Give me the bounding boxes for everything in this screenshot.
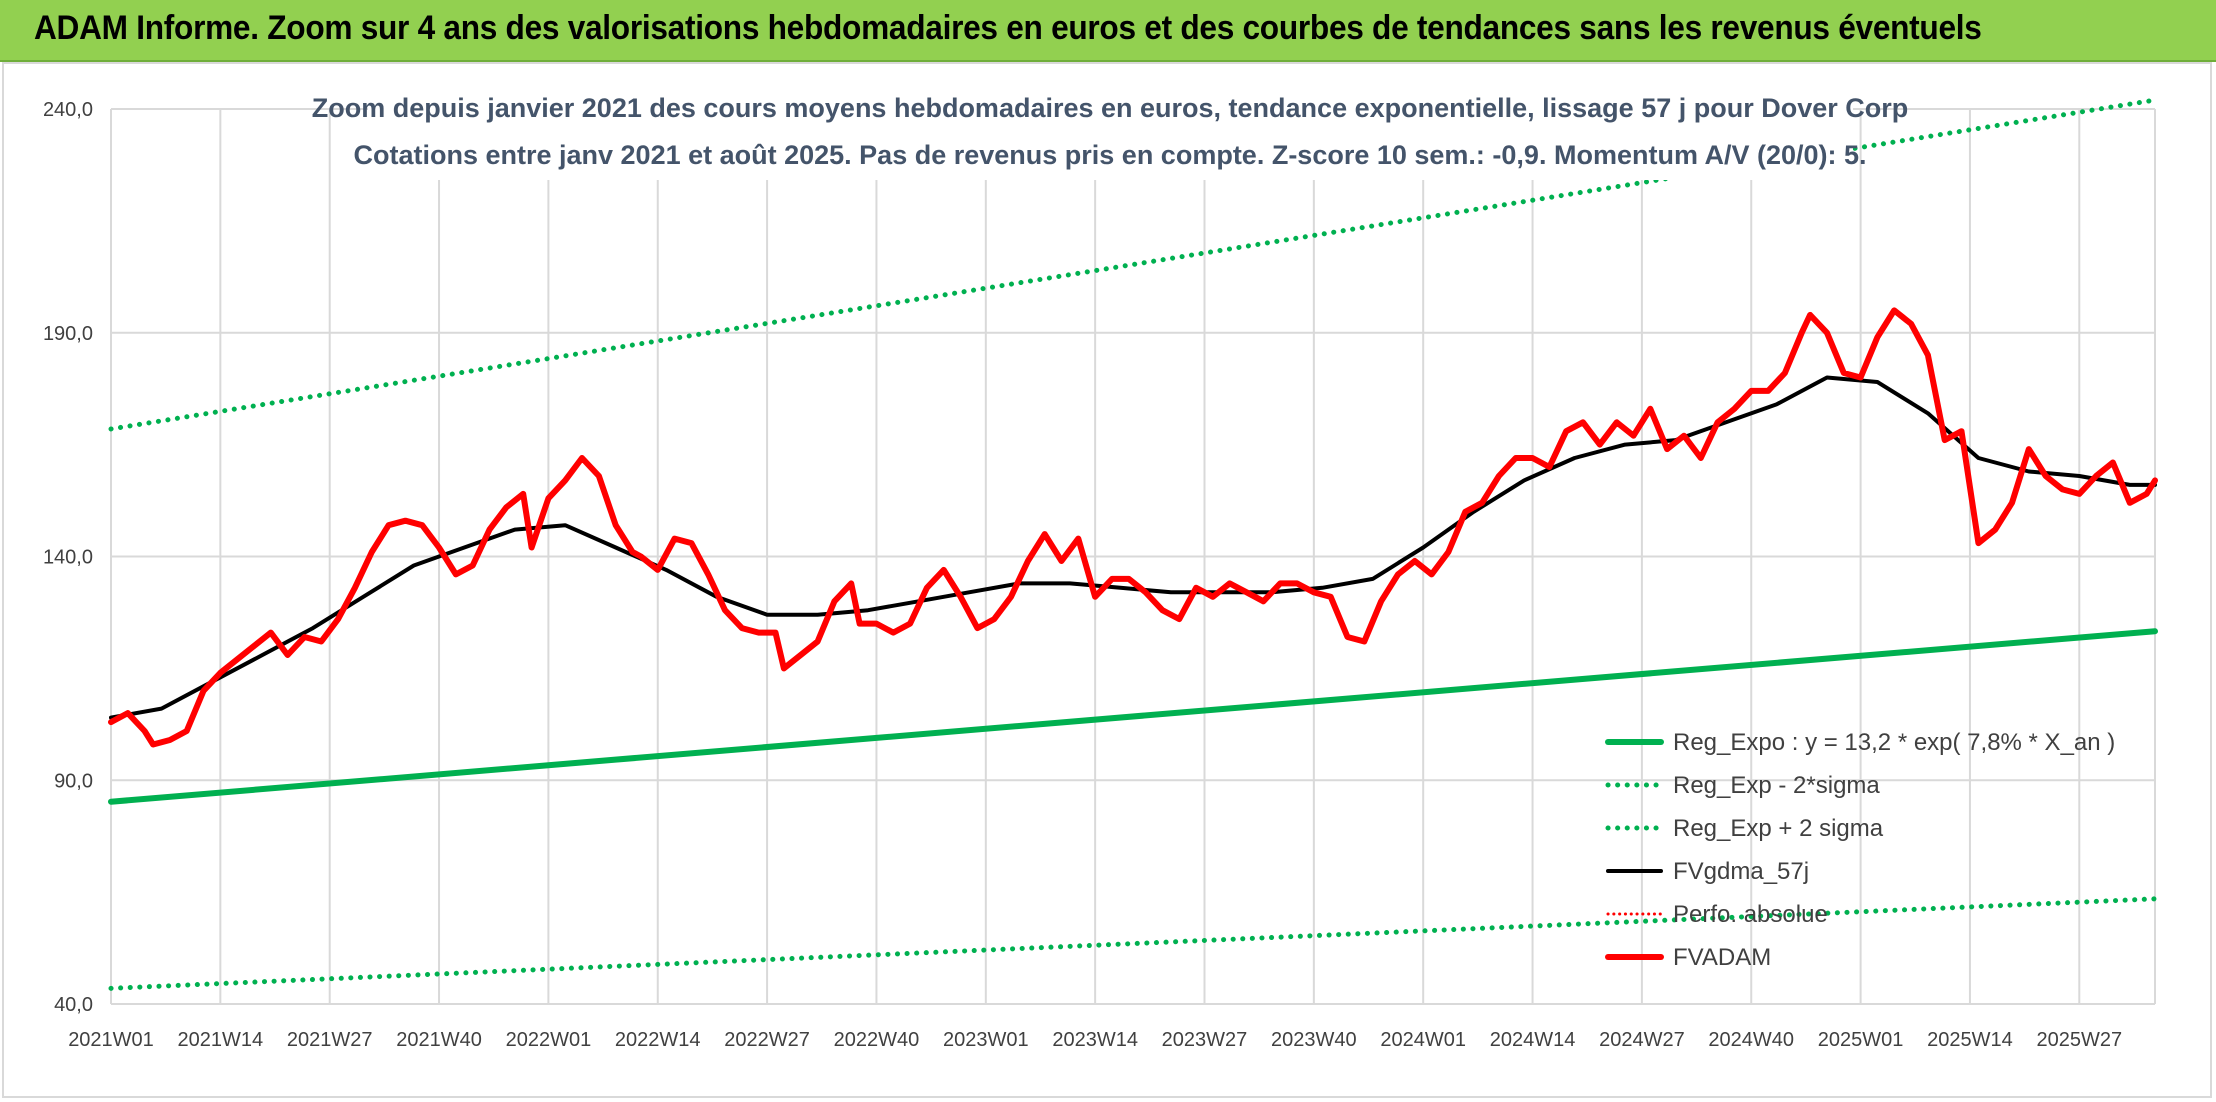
x-tick-label: 2024W01 bbox=[1380, 1029, 1466, 1051]
x-tick-label: 2021W40 bbox=[396, 1029, 482, 1051]
x-tick-label: 2025W01 bbox=[1818, 1029, 1904, 1051]
subtitle-background bbox=[368, 82, 1853, 180]
legend-label: FVgdma_57j bbox=[1673, 858, 1809, 885]
x-tick-label: 2022W27 bbox=[724, 1029, 810, 1051]
legend-label: Reg_Exp - 2*sigma bbox=[1673, 772, 1880, 799]
x-tick-label: 2021W14 bbox=[178, 1029, 264, 1051]
series-line-5 bbox=[108, 307, 2158, 748]
x-tick-label: 2021W01 bbox=[68, 1029, 154, 1051]
title-banner: ADAM Informe. Zoom sur 4 ans des valoris… bbox=[0, 0, 2216, 62]
chart-subtitle-line-2: Cotations entre janv 2021 et août 2025. … bbox=[353, 140, 1866, 170]
x-tick-label: 2023W40 bbox=[1271, 1029, 1357, 1051]
series-layer bbox=[108, 97, 2158, 991]
x-tick-label: 2023W14 bbox=[1052, 1029, 1138, 1051]
y-axis: 40,0 90,0 140,0 190,0 240,0 bbox=[43, 99, 93, 1016]
y-tick-label: 240,0 bbox=[43, 99, 93, 121]
legend-label: Reg_Exp + 2 sigma bbox=[1673, 815, 1884, 842]
chart-frame bbox=[2, 62, 2212, 1098]
y-tick-label: 90,0 bbox=[54, 770, 93, 792]
x-tick-label: 2023W01 bbox=[943, 1029, 1029, 1051]
y-tick-label: 140,0 bbox=[43, 547, 93, 569]
x-tick-label: 2022W40 bbox=[834, 1029, 920, 1051]
legend-label: FVADAM bbox=[1673, 944, 1771, 971]
legend-label: Reg_Expo : y = 13,2 * exp( 7,8% * X_an ) bbox=[1673, 729, 2115, 756]
x-tick-label: 2025W27 bbox=[2036, 1029, 2122, 1051]
x-tick-label: 2024W27 bbox=[1599, 1029, 1685, 1051]
x-tick-label: 2024W14 bbox=[1490, 1029, 1576, 1051]
chart-subtitle-line-1: Zoom depuis janvier 2021 des cours moyen… bbox=[312, 93, 1909, 123]
series-line-2 bbox=[108, 97, 2158, 432]
series-line-0 bbox=[108, 628, 2158, 805]
page-title: ADAM Informe. Zoom sur 4 ans des valoris… bbox=[34, 9, 1982, 47]
x-tick-label: 2025W14 bbox=[1927, 1029, 2013, 1051]
series-line-1 bbox=[108, 896, 2158, 991]
x-tick-label: 2023W27 bbox=[1162, 1029, 1248, 1051]
legend: Reg_Expo : y = 13,2 * exp( 7,8% * X_an )… bbox=[1605, 729, 2115, 971]
y-tick-label: 190,0 bbox=[43, 323, 93, 345]
x-tick-label: 2022W14 bbox=[615, 1029, 701, 1051]
y-tick-label: 40,0 bbox=[54, 994, 93, 1016]
x-axis: 2021W01 2021W14 2021W27 2021W40 2022W01 2022W… bbox=[68, 1029, 2122, 1051]
x-tick-label: 2021W27 bbox=[287, 1029, 373, 1051]
legend-label: Perfo. absolue bbox=[1673, 901, 1828, 928]
x-tick-label: 2024W40 bbox=[1708, 1029, 1794, 1051]
grid bbox=[110, 108, 2156, 1005]
series-line-3 bbox=[109, 375, 2157, 720]
x-tick-label: 2022W01 bbox=[506, 1029, 592, 1051]
